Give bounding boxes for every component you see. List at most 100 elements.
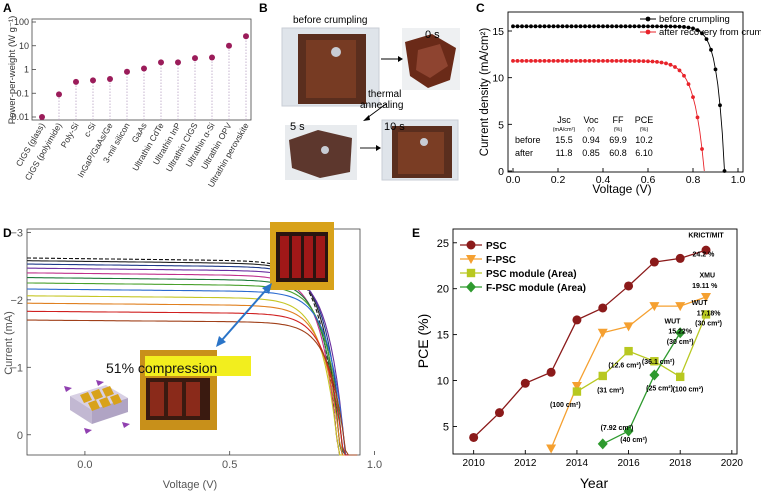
table-after-jsc: 11.8: [556, 148, 573, 158]
a-ytick-label: 100: [14, 17, 29, 27]
c-point-before: [691, 26, 695, 31]
d-xtick-label: 1.0: [367, 459, 382, 471]
table-after-pce: 6.10: [635, 148, 653, 158]
c-point-before: [601, 24, 605, 29]
c-point-after: [511, 58, 515, 63]
table-after-ff: 60.8: [609, 148, 627, 158]
c-point-before: [650, 24, 655, 29]
e-point-psc: [598, 303, 608, 313]
photo-5s-film: [289, 130, 352, 178]
table-h-ff: FF: [613, 115, 624, 125]
compression-arrow-head-2: [216, 336, 226, 347]
a-point: [124, 68, 130, 75]
panel-d-xlabel: Voltage (V): [163, 479, 217, 491]
e-xtick-label: 2016: [617, 458, 640, 469]
schematic-left: [70, 396, 92, 424]
e-xtick-label: 2012: [514, 458, 537, 469]
c-point-before: [628, 24, 632, 29]
arrow-label-annealing: annealing: [360, 100, 403, 111]
table-before-ff: 69.9: [609, 135, 627, 145]
arrow-label-thermal: thermal: [368, 89, 401, 100]
c-point-after: [560, 58, 565, 63]
panel-a: A Power-per-weight (W g⁻¹) 0.01 0.1 1 10 100…: [3, 1, 252, 189]
device-schematic-icon: [64, 380, 130, 434]
c-point-before: [722, 169, 727, 173]
panel-c: C Current density (mA/cm²) Voltage (V) 0…: [476, 1, 761, 196]
c-point-after: [583, 58, 587, 63]
schematic-cell-5: [99, 397, 111, 408]
c-point-after: [641, 59, 646, 64]
d-iv-curve: [27, 277, 358, 456]
c-point-before: [524, 24, 529, 29]
photo-d1-cell-2: [292, 236, 301, 278]
panel-d-ylabel: Current (mA): [3, 311, 15, 375]
arrow-2: [366, 103, 387, 119]
schematic-right: [92, 398, 128, 424]
table-before-pce: 10.2: [635, 135, 653, 145]
c-point-after: [596, 58, 601, 63]
c-point-after: [605, 58, 610, 63]
a-point: [39, 114, 45, 120]
d-iv-curve: [27, 295, 358, 456]
c-point-after: [515, 58, 520, 63]
schematic-cell-6: [110, 394, 122, 405]
e-xtick-label: 2018: [669, 458, 692, 469]
c-point-before: [664, 24, 668, 29]
c-point-after: [623, 59, 628, 63]
schematic-cell-2: [91, 389, 103, 400]
e-point-fpsc: [701, 292, 712, 302]
c-point-before: [515, 24, 520, 29]
d-xtick-label: 0.5: [222, 459, 237, 471]
c-point-after: [587, 58, 592, 63]
e-point-fpsc-module: [597, 438, 608, 450]
e-legend-label-fpsc-module: F-PSC module (Area): [486, 283, 586, 294]
e-annotation: 24.2 %: [693, 252, 716, 259]
arrow-2-head: [363, 115, 370, 121]
arrow-1-head: [398, 56, 403, 62]
e-point-psc: [572, 315, 582, 325]
e-annotation: XMU: [700, 273, 716, 280]
c-point-before: [668, 24, 673, 29]
c-point-before: [659, 24, 664, 29]
c-xtick-label: 0.0: [506, 174, 521, 186]
d-ytick-label: −3: [10, 227, 23, 239]
c-point-after: [691, 95, 695, 100]
c-point-before: [655, 24, 659, 29]
table-h-jsc: Jsc: [557, 115, 571, 125]
c-point-before: [529, 24, 533, 29]
e-annotation: 17.18%: [697, 310, 722, 317]
e-ytick-label: 25: [437, 238, 449, 250]
a-point: [175, 59, 181, 66]
c-point-before: [578, 24, 583, 29]
schematic-arrow-2: [122, 422, 130, 428]
c-point-before: [718, 103, 722, 108]
c-point-before: [511, 24, 515, 29]
c-point-after: [551, 58, 556, 63]
c-point-after: [524, 58, 529, 63]
table-row-before-label: before: [515, 135, 541, 145]
panel-c-table: Jsc (mA/cm²) Voc (V) FF (%) PCE (%) befo…: [515, 115, 653, 158]
c-point-before: [704, 37, 709, 42]
c-point-before: [646, 24, 650, 29]
panel-b-caption: before crumpling: [293, 15, 367, 26]
c-point-before: [556, 24, 560, 29]
c-point-after: [668, 62, 673, 67]
compression-label-bg: [145, 356, 251, 376]
e-point-fpsc: [597, 328, 608, 338]
c-point-before: [641, 24, 646, 29]
panel-label-c: C: [476, 1, 485, 15]
table-h-pce-unit: (%): [640, 127, 649, 133]
c-point-after: [619, 58, 623, 63]
c-point-before: [565, 24, 569, 29]
e-legend-marker-fpsc: [466, 255, 476, 264]
c-point-before: [538, 24, 542, 29]
e-point-psc: [494, 408, 504, 418]
e-point-psc-module: [572, 387, 582, 396]
c-point-after: [628, 59, 632, 63]
a-point: [107, 75, 113, 82]
e-line-psc: [473, 249, 707, 438]
e-annotation: (30 cm²): [667, 339, 694, 346]
c-point-after: [533, 58, 538, 63]
c-xtick-label: 0.4: [596, 174, 611, 186]
